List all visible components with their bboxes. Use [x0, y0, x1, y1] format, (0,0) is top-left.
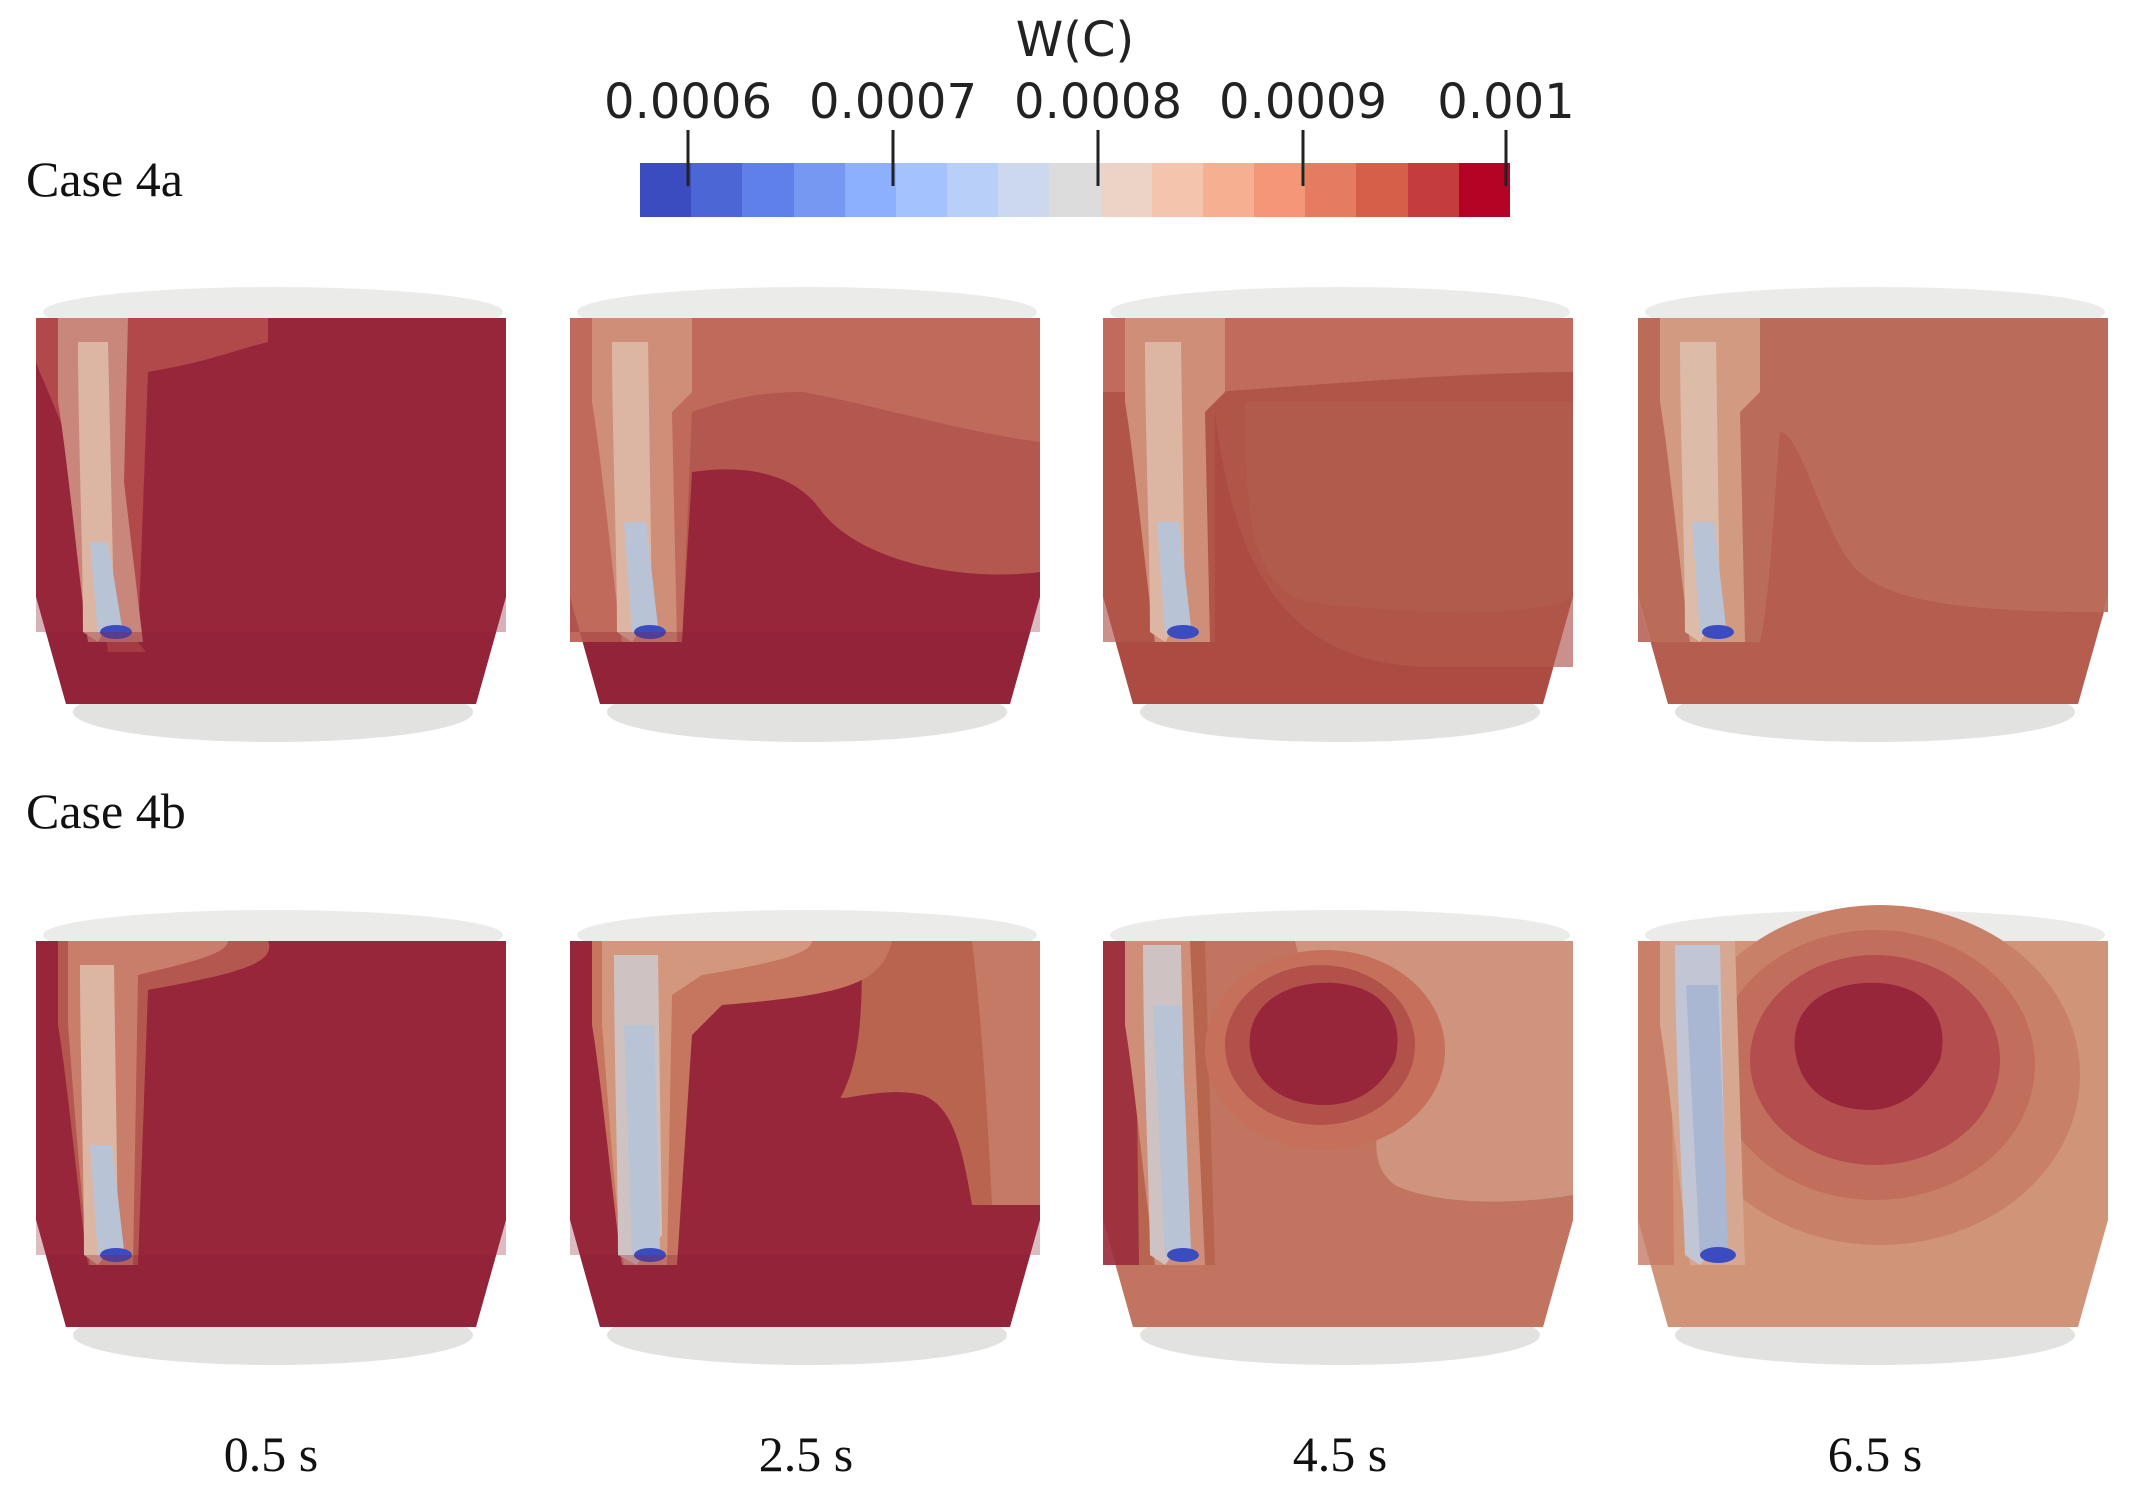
colorbar-tick: [891, 130, 895, 186]
panel-case4b-t0: [28, 905, 518, 1375]
colorbar-tick-label: 0.0006: [604, 74, 772, 130]
colorbar-swatch: [947, 163, 999, 217]
colorbar-tick-label: 0.0009: [1219, 74, 1387, 130]
colorbar-swatch: [1305, 163, 1357, 217]
colorbar-tick: [1096, 130, 1100, 186]
colorbar-swatch: [691, 163, 743, 217]
colorbar-swatch: [1356, 163, 1408, 217]
colorbar-tick: [1301, 130, 1305, 186]
colorbar-swatch: [793, 163, 845, 217]
panel-case4a-t2: [1095, 282, 1585, 752]
panel-case4b-t2: [1095, 905, 1585, 1375]
colorbar-swatch: [1202, 163, 1255, 217]
colorbar-title: W(C): [1015, 12, 1135, 68]
colorbar-swatch: [895, 163, 948, 217]
case-label-4b: Case 4b: [26, 783, 186, 839]
colorbar-tick-label: 0.0008: [1014, 74, 1182, 130]
colorbar-swatch: [1100, 163, 1152, 217]
panel-case4b-t3: [1630, 905, 2120, 1375]
colorbar-tick: [1504, 130, 1508, 186]
time-label: 4.5 s: [1292, 1426, 1388, 1482]
colorbar-swatch: [844, 163, 896, 217]
panel-case4a-t3: [1630, 282, 2120, 752]
time-label: 0.5 s: [223, 1426, 319, 1482]
colorbar-tick: [686, 130, 690, 186]
colorbar-swatch: [742, 163, 794, 217]
panel-case4a-t1: [562, 282, 1052, 752]
case-label-4a: Case 4a: [26, 151, 183, 207]
colorbar-swatch: [1458, 163, 1510, 217]
time-label: 6.5 s: [1827, 1426, 1923, 1482]
colorbar-swatch: [998, 163, 1050, 217]
panel-case4a-t0: [28, 282, 518, 752]
colorbar-tick-label: 0.001: [1437, 74, 1575, 130]
colorbar-swatch: [1407, 163, 1459, 217]
colorbar-swatch: [640, 163, 692, 217]
colorbar-swatch: [1151, 163, 1203, 217]
colorbar-swatch: [1254, 163, 1306, 217]
colorbar-gradient: [640, 163, 1510, 217]
colorbar: W(C) 0.0006 0.0007 0.0008 0.0009 0.001: [604, 12, 1575, 222]
panel-case4b-t1: [562, 905, 1052, 1375]
time-label: 2.5 s: [758, 1426, 854, 1482]
colorbar-swatch: [1049, 163, 1101, 217]
colorbar-tick-label: 0.0007: [809, 74, 977, 130]
